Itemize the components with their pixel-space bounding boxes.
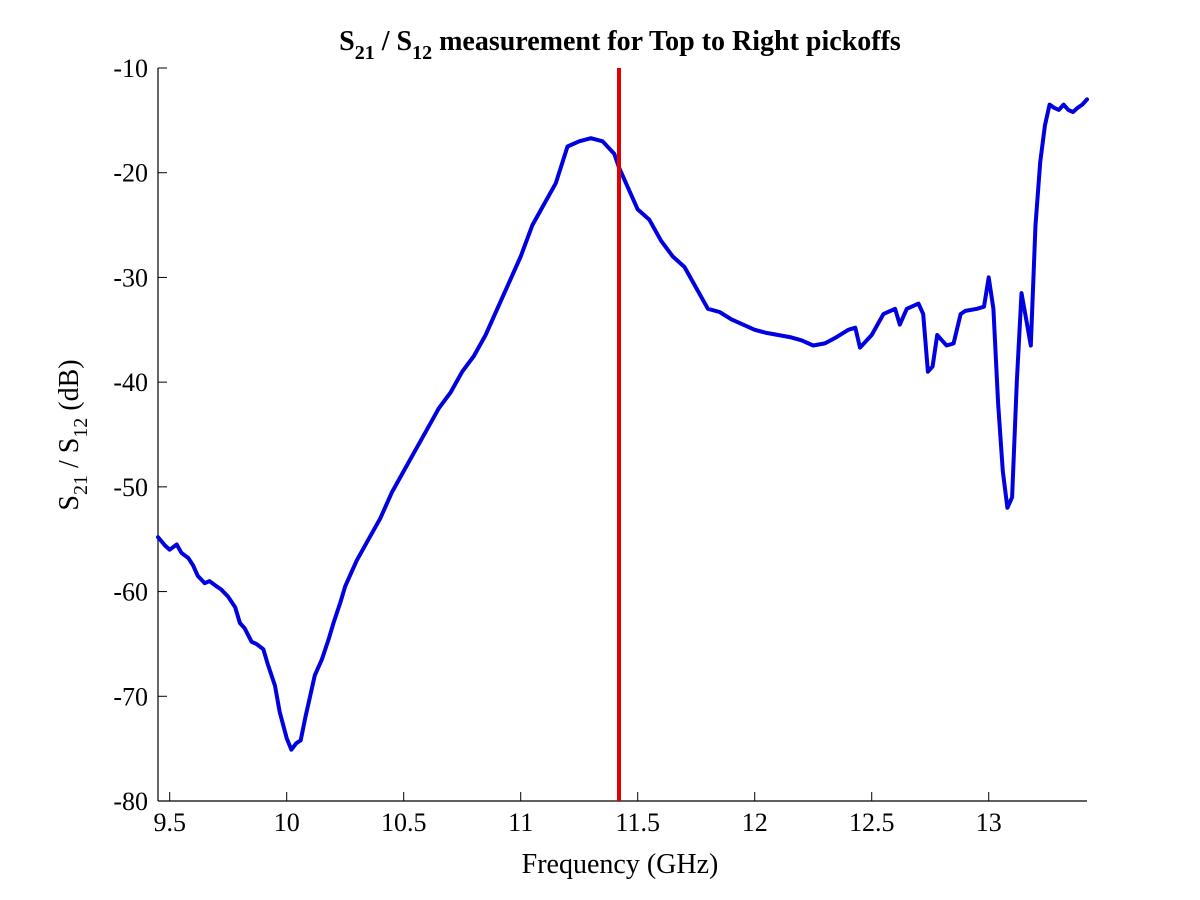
- x-tick-label: 10: [274, 808, 300, 837]
- x-tick-label: 12.5: [849, 808, 895, 837]
- y-axis-label-part: S: [54, 495, 85, 511]
- chart-title-part: S: [339, 26, 355, 57]
- y-tick-label: -40: [113, 368, 148, 397]
- y-tick-label: -60: [113, 578, 148, 607]
- chart-title-part: measurement for Top to Right pickoffs: [432, 26, 901, 57]
- y-tick-label: -10: [113, 54, 148, 83]
- x-tick-label: 11.5: [615, 808, 660, 837]
- x-tick-label: 13: [976, 808, 1002, 837]
- x-tick-label: 9.5: [153, 808, 186, 837]
- y-tick-label: -50: [113, 473, 148, 502]
- y-tick-label: -70: [113, 682, 148, 711]
- x-axis-label: Frequency (GHz): [522, 849, 719, 880]
- series-line: [156, 97, 1089, 752]
- chart-title-part: / S: [375, 26, 412, 57]
- chart-title-subscript: 12: [412, 42, 432, 64]
- y-tick-label: -20: [113, 159, 148, 188]
- y-axis-label-part: / S: [54, 438, 85, 475]
- x-axis: 9.5 10 10.5 11 11.5 12 12.5 13: [153, 792, 1002, 837]
- x-tick-label: 11: [508, 808, 533, 837]
- y-axis-label-subscript: 21: [70, 475, 92, 495]
- y-axis: -10 -20 -30 -40 -50 -60 -70 -80: [113, 54, 167, 816]
- y-axis-label: S21 / S12 (dB): [54, 359, 92, 510]
- y-axis-label-subscript: 12: [70, 418, 92, 438]
- chart-title: S21 / S12 measurement for Top to Right p…: [339, 26, 901, 64]
- y-tick-label: -30: [113, 263, 148, 292]
- y-tick-label: -80: [113, 787, 148, 816]
- chart-title-subscript: 21: [355, 42, 375, 64]
- x-tick-label: 10.5: [381, 808, 427, 837]
- y-axis-label-part: (dB): [54, 359, 85, 417]
- x-tick-label: 12: [742, 808, 768, 837]
- plot-area: [156, 68, 1089, 802]
